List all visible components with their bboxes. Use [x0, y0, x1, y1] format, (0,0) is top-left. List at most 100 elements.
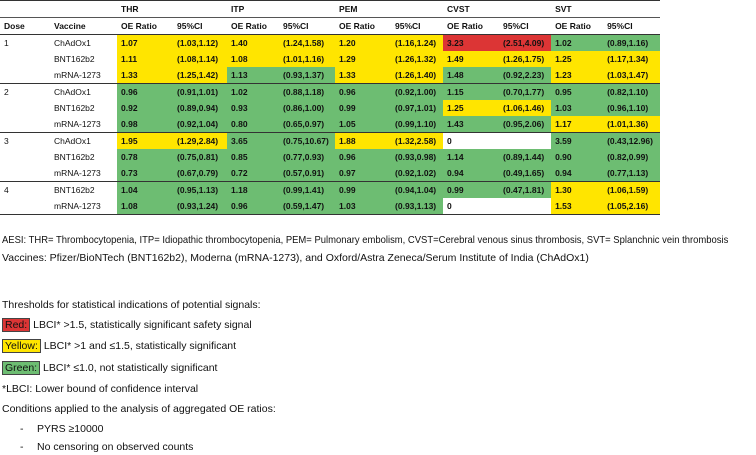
- vaccine-cell: ChAdOx1: [50, 83, 117, 100]
- ci-header: 95%CI: [177, 21, 203, 31]
- oe-ratio-cell: 1.14: [443, 149, 500, 165]
- ci-cell: (1.26,1.75): [499, 51, 552, 67]
- dose-header: Dose: [4, 21, 25, 31]
- oe-ratio-cell: 1.49: [443, 51, 500, 67]
- ci-cell: (1.26,1.40): [391, 67, 444, 84]
- yellow-threshold: Yellow: LBCI* >1 and ≤1.5, statistically…: [2, 339, 236, 353]
- oe-ratio-cell: 1.20: [335, 34, 392, 51]
- ci-cell: [499, 198, 552, 215]
- dose-cell: 4: [0, 181, 50, 198]
- ci-cell: (1.16,1.24): [391, 34, 444, 51]
- oe-ratio-cell: 0.96: [227, 198, 280, 215]
- oe-ratio-cell: 1.08: [117, 198, 173, 215]
- dose-cell: [0, 165, 50, 182]
- oe-ratio-cell: 1.17: [551, 116, 604, 133]
- condition-item: - PYRS ≥10000: [20, 422, 103, 436]
- oe-ratio-cell: 0.85: [227, 149, 280, 165]
- ci-cell: (1.17,1.34): [603, 51, 661, 67]
- aesi-note: AESI: THR= Thrombocytopenia, ITP= Idiopa…: [2, 234, 729, 246]
- table-row: 1 ChAdOx1 1.07 (1.03,1.12) 1.40 (1.24,1.58) 1.…: [0, 34, 661, 51]
- yellow-threshold-text: LBCI* >1 and ≤1.5, statistically signifi…: [43, 340, 237, 352]
- vaccine-cell: mRNA-1273: [54, 119, 101, 129]
- oe-ratio-cell: 0.90: [551, 149, 604, 165]
- ci-cell: (0.95,2.06): [499, 116, 552, 133]
- oe-ratio-cell: 0: [443, 198, 500, 215]
- oe-ratio-cell: 0: [443, 132, 500, 149]
- oe-ratio-cell: 0.99: [335, 100, 392, 116]
- oe-ratio-cell: 0.72: [227, 165, 280, 182]
- outcome-header: SVT: [551, 0, 661, 18]
- red-threshold: Red: LBCI* >1.5, statistically significa…: [2, 318, 252, 332]
- table-row: BNT162b2 0.78 (0.75,0.81) 0.85 (0.77,0.93) 0.…: [0, 149, 661, 165]
- ci-cell: (0.86,1.00): [279, 100, 336, 116]
- vaccine-cell: mRNA-1273: [54, 168, 101, 178]
- outcome-header-row: THR ITP PEM CVST SVT: [0, 0, 661, 18]
- oe-ratio-cell: 0.73: [117, 165, 173, 182]
- ci-cell: (0.94,1.04): [391, 181, 444, 198]
- vaccine-cell: BNT162b2: [54, 152, 95, 162]
- ci-cell: (0.93,1.37): [279, 67, 336, 84]
- ci-cell: [499, 132, 552, 149]
- vaccines-note: Vaccines: Pfizer/BioNTech (BNT162b2), Mo…: [2, 252, 589, 264]
- table-row: 3 ChAdOx1 1.95 (1.29,2.84) 3.65 (0.75,10.67) 1…: [0, 132, 661, 149]
- outcome-header: PEM: [335, 0, 444, 18]
- oe-ratio-cell: 1.02: [551, 34, 604, 51]
- oe-ratio-cell: 1.43: [443, 116, 500, 133]
- oe-ratio-cell: 1.88: [335, 132, 392, 149]
- oe-ratio-cell: 1.33: [335, 67, 392, 84]
- ci-cell: (0.77,1.13): [603, 165, 661, 182]
- oe-ratio-cell: 1.02: [227, 83, 280, 100]
- ci-cell: (1.03,1.12): [173, 34, 228, 51]
- thresholds-title: Thresholds for statistical indications o…: [2, 299, 261, 311]
- oe-ratio-cell: 3.65: [227, 132, 280, 149]
- green-threshold-text: LBCI* ≤1.0, not statistically significan…: [43, 362, 218, 374]
- oe-ratio-cell: 1.40: [227, 34, 280, 51]
- oe-ratio-cell: 0.97: [335, 165, 392, 182]
- oe-ratio-cell: 1.48: [443, 67, 500, 84]
- ci-header: 95%CI: [283, 21, 309, 31]
- ci-cell: (1.29,2.84): [173, 132, 228, 149]
- dose-cell: [0, 67, 50, 84]
- ci-cell: (0.92,1.04): [173, 116, 228, 133]
- oe-ratio-cell: 1.15: [443, 83, 500, 100]
- table-row: BNT162b2 0.92 (0.89,0.94) 0.93 (0.86,1.00) 0.…: [0, 100, 661, 116]
- oe-ratio-cell: 0.96: [335, 149, 392, 165]
- ci-cell: (0.47,1.81): [499, 181, 552, 198]
- red-swatch: Red:: [2, 318, 31, 332]
- column-header-row: Dose Vaccine OE Ratio 95%CI OE Ratio 95%CI O…: [0, 18, 660, 35]
- condition-text: No censoring on observed counts: [37, 441, 194, 453]
- table-row: mRNA-1273 0.98 (0.92,1.04) 0.80 (0.65,0.97) 1…: [0, 116, 661, 133]
- bullet-marker: -: [20, 441, 24, 453]
- ci-cell: (1.03,1.47): [603, 67, 661, 84]
- vaccine-cell: BNT162b2: [54, 54, 95, 64]
- oe-ratio-cell: 1.11: [117, 51, 173, 67]
- oe-ratio-cell: 0.96: [335, 83, 392, 100]
- ci-cell: (0.59,1.47): [279, 198, 336, 215]
- ci-cell: (1.05,2.16): [603, 198, 661, 215]
- ci-cell: (1.25,1.42): [173, 67, 228, 84]
- ci-header: 95%CI: [503, 21, 529, 31]
- ci-cell: (0.89,0.94): [173, 100, 228, 116]
- ci-cell: (0.93,1.13): [391, 198, 444, 215]
- oe-header: OE Ratio: [121, 21, 157, 31]
- ci-cell: (0.89,1.44): [499, 149, 552, 165]
- bullet-marker: -: [20, 423, 24, 435]
- ci-cell: (0.89,1.16): [603, 34, 661, 51]
- oe-ratio-cell: 0.99: [443, 181, 500, 198]
- ci-cell: (0.93,0.98): [391, 149, 444, 165]
- conditions-title: Conditions applied to the analysis of ag…: [2, 403, 276, 415]
- oe-ratio-cell: 0.78: [117, 149, 173, 165]
- ci-cell: (0.49,1.65): [499, 165, 552, 182]
- ci-cell: (0.82,1.10): [603, 83, 661, 100]
- ci-cell: (0.91,1.01): [173, 83, 228, 100]
- condition-text: PYRS ≥10000: [37, 423, 104, 435]
- ci-cell: (0.92,1.02): [391, 165, 444, 182]
- oe-ratio-cell: 0.98: [117, 116, 173, 133]
- oe-ratio-cell: 0.80: [227, 116, 280, 133]
- vaccine-cell: mRNA-1273: [54, 70, 101, 80]
- oe-ratio-cell: 1.25: [443, 100, 500, 116]
- ci-cell: (1.01,1.36): [603, 116, 661, 133]
- oe-ratio-cell: 0.95: [551, 83, 604, 100]
- oe-ratio-cell: 1.08: [227, 51, 280, 67]
- red-threshold-text: LBCI* >1.5, statistically significant sa…: [33, 319, 252, 331]
